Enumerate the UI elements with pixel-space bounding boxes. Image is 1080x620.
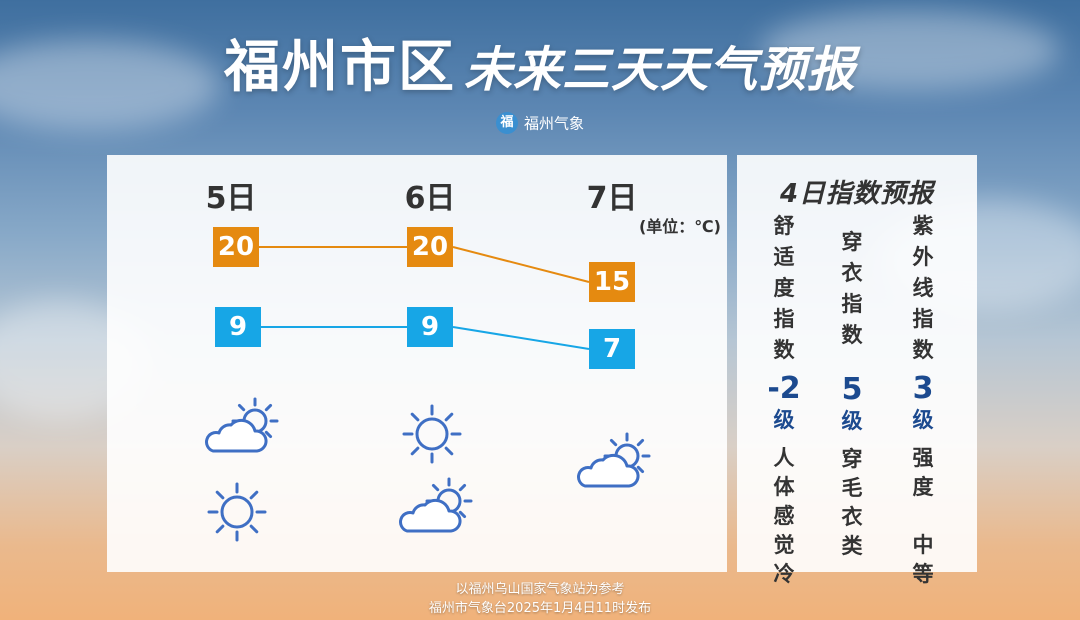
sunny-icon [402,404,462,464]
high-temp-line [452,246,590,283]
low-temp-box: 9 [215,307,261,347]
day-label: 5日 [205,181,257,216]
index-name: 穿衣指数 [841,230,863,347]
indices-panel: 4日指数预报 舒适度指数 -2 级 人体感觉冷 穿衣指数 5 级 穿毛衣类 紫外… [737,155,977,586]
high-temp-box: 15 [589,262,635,302]
index-name: 紫外线指数 [912,214,934,362]
brand-logo-icon: 福 [495,112,518,134]
title-city: 福州市区 [223,35,456,100]
index-name: 舒适度指数 [773,214,795,362]
background-cloud [760,10,1060,90]
partly-cloudy-icon [577,432,651,488]
indices-title: 4日指数预报 [779,179,935,209]
footer-reference: 以福州乌山国家气象站为参考 [455,582,625,597]
high-temp-box: 20 [407,227,453,267]
index-value: 3 [912,371,934,406]
index-description: 人体感觉冷 [773,446,795,586]
unit-label: (单位：℃) [638,217,721,236]
index-unit: 级 [912,408,934,432]
index-description: 穿毛衣类 [841,447,863,558]
partly-cloudy-icon [205,397,279,453]
clothing-index: 穿衣指数 5 级 穿毛衣类 [832,227,872,561]
uv-index: 紫外线指数 3 级 强度中等 [903,211,943,589]
sunny-icon [207,482,267,542]
forecast-panel: 5日 6日 7日 (单位：℃) 20 20 15 9 9 7 [107,155,727,572]
index-unit: 级 [841,409,863,433]
day-label: 6日 [404,181,456,216]
brand-name: 福州气象 [523,114,584,133]
index-unit: 级 [773,408,795,432]
index-value: 5 [841,372,863,407]
comfort-index: 舒适度指数 -2 级 人体感觉冷 [764,211,804,589]
footer-publish-info: 福州市气象台2025年1月4日11时发布 [428,601,652,616]
low-temp-box: 7 [589,329,635,369]
index-description: 强度中等 [912,446,934,586]
high-temp-box: 20 [213,227,259,267]
title-subtitle: 未来三天天气预报 [463,42,856,98]
partly-cloudy-icon [399,477,473,533]
page-title: 福州市区 未来三天天气预报 [0,22,1080,103]
index-value: -2 [767,371,801,406]
background-cloud [0,40,220,130]
low-temp-box: 9 [407,307,453,347]
temperature-lines [205,246,651,542]
brand: 福福州气象 [0,112,1080,134]
low-temp-line [452,326,590,350]
day-label: 7日 [586,181,638,216]
